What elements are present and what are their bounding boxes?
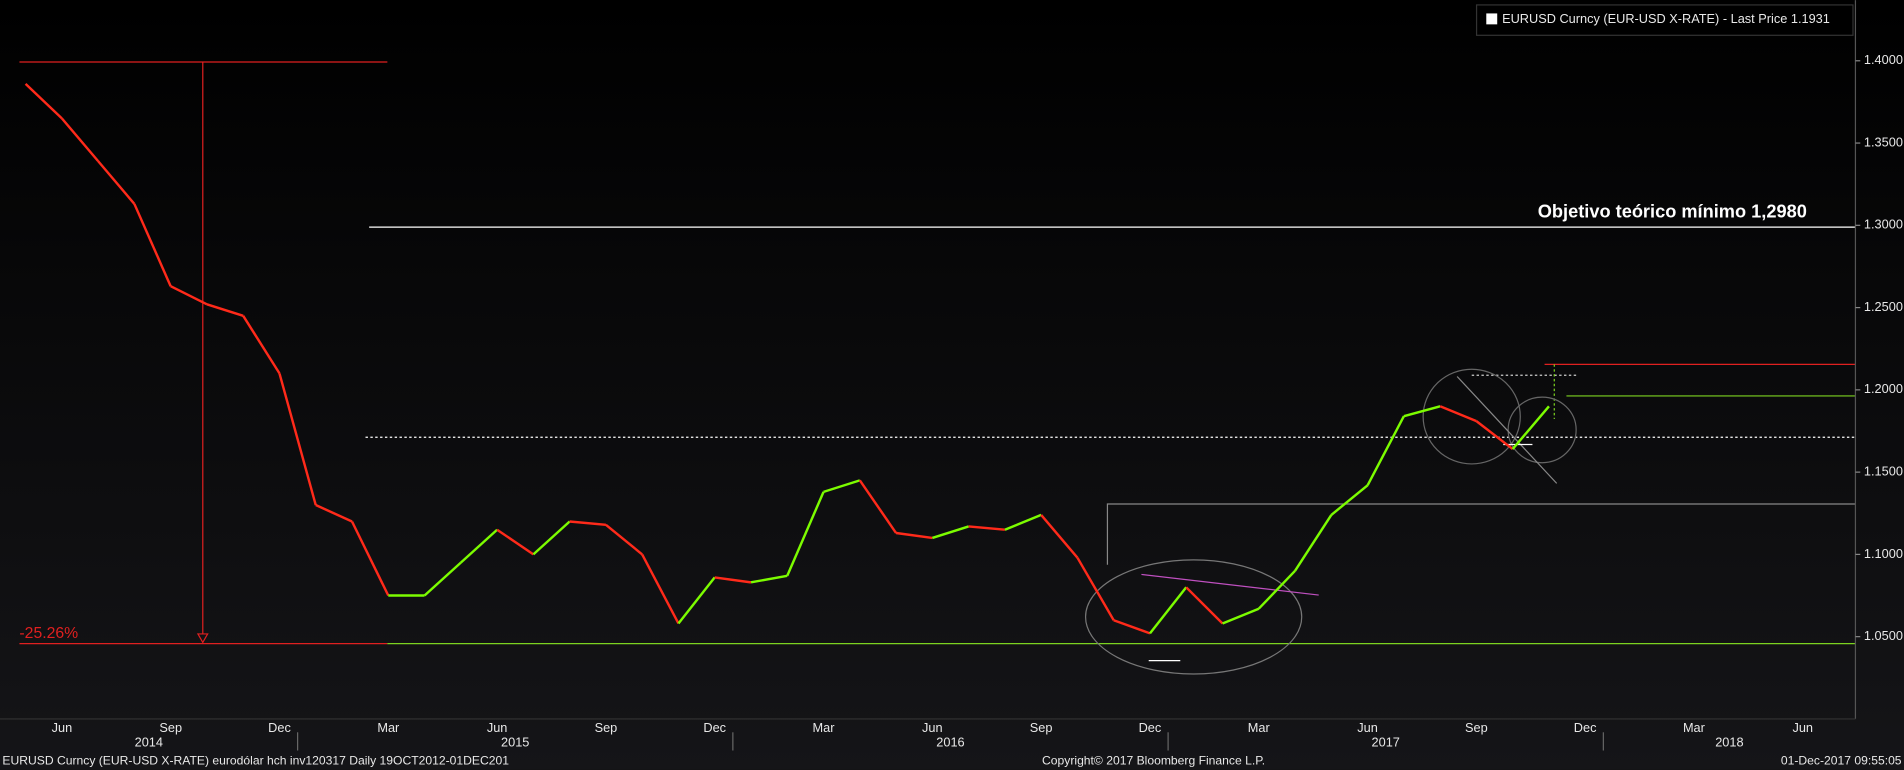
footer-right: 01-Dec-2017 09:55:05 (1781, 754, 1902, 768)
x-year-label: 2017 (1372, 735, 1400, 750)
legend-box (1475, 4, 1854, 36)
price-segment (1004, 513, 1042, 531)
price-segment (895, 531, 933, 540)
price-segment (460, 528, 498, 564)
x-tick-label: Mar (813, 720, 836, 735)
price-segment (1366, 415, 1405, 486)
price-segment (1475, 420, 1514, 451)
y-tick-label: 1.3000 (1864, 217, 1903, 232)
footer-center: Copyright© 2017 Bloomberg Finance L.P. (1042, 754, 1265, 768)
x-year-label: 2015 (501, 735, 529, 750)
price-segment (1257, 570, 1296, 610)
drop-label: -25.26% (19, 625, 78, 642)
x-tick-label: Jun (487, 720, 508, 735)
price-segment (786, 491, 825, 577)
y-tick-label: 1.4000 (1864, 52, 1903, 67)
x-tick-label: Jun (1792, 720, 1813, 735)
x-tick-label: Dec (1574, 720, 1597, 735)
x-tick-label: Sep (595, 720, 618, 735)
pattern-ellipse (1422, 368, 1521, 465)
x-tick-label: Mar (1248, 720, 1271, 735)
price-segment (423, 561, 462, 597)
price-segment (97, 160, 136, 205)
price-segment (1330, 484, 1369, 516)
price-segment (641, 553, 680, 625)
x-year-label: 2016 (936, 735, 964, 750)
trend-line (1456, 376, 1558, 484)
price-segment (750, 574, 788, 584)
x-tick-label: Sep (159, 720, 182, 735)
x-tick-label: Mar (377, 720, 400, 735)
price-segment (569, 520, 607, 526)
price-segment (1439, 405, 1477, 423)
price-segment (858, 479, 898, 534)
price-segment (931, 525, 969, 540)
target-label: Objetivo teórico mínimo 1,2980 (1538, 201, 1807, 221)
price-segment (350, 520, 390, 597)
y-tick-label: 1.2500 (1864, 299, 1903, 314)
x-tick-label: Dec (703, 720, 726, 735)
price-segment (677, 576, 716, 625)
footer-left: EURUSD Curncy (EUR-USD X-RATE) eurodólar… (2, 754, 509, 768)
price-segment (1040, 514, 1079, 559)
arrow-head (196, 633, 209, 644)
legend-title: EURUSD Curncy (EUR-USD X-RATE) - Last Pr… (1502, 11, 1830, 26)
price-segment (133, 203, 172, 287)
price-segment (170, 285, 208, 306)
price-segment (242, 315, 281, 375)
x-tick-label: Mar (1683, 720, 1706, 735)
price-segment (1149, 586, 1188, 635)
x-year-label: 2014 (135, 735, 163, 750)
y-tick-label: 1.2000 (1864, 381, 1903, 396)
price-segment (1511, 405, 1550, 450)
y-tick-label: 1.1500 (1864, 463, 1903, 478)
price-segment (315, 503, 353, 523)
annotations (0, 0, 1857, 720)
price-segment (278, 373, 317, 506)
x-tick-label: Sep (1030, 720, 1053, 735)
pattern-ellipse (1507, 396, 1577, 464)
price-segment (496, 528, 535, 556)
x-tick-label: Jun (922, 720, 943, 735)
price-segment (1403, 405, 1441, 418)
price-segment (1076, 557, 1115, 621)
ref-line (1106, 503, 1856, 565)
price-segment (24, 82, 63, 120)
price-segment (968, 525, 1005, 531)
x-tick-label: Jun (1357, 720, 1378, 735)
trend-line (1141, 573, 1319, 596)
price-segment (532, 520, 571, 556)
price-segment (1113, 619, 1151, 635)
price-segment (60, 117, 100, 162)
pattern-ellipse (1084, 559, 1303, 675)
price-segment (823, 479, 861, 494)
y-tick-label: 1.0500 (1864, 628, 1903, 643)
legend-swatch (1486, 13, 1498, 25)
price-segment (605, 523, 643, 556)
x-tick-label: Dec (268, 720, 291, 735)
x-tick-label: Sep (1465, 720, 1488, 735)
y-tick-label: 1.3500 (1864, 134, 1903, 149)
price-segment (1185, 586, 1224, 625)
price-segment (1222, 607, 1260, 625)
y-tick-label: 1.1000 (1864, 546, 1903, 561)
price-segment (1294, 514, 1333, 572)
price-segment (206, 303, 244, 317)
x-tick-label: Dec (1139, 720, 1162, 735)
x-year-label: 2018 (1715, 735, 1743, 750)
x-tick-label: Jun (52, 720, 73, 735)
price-segment (714, 576, 752, 584)
